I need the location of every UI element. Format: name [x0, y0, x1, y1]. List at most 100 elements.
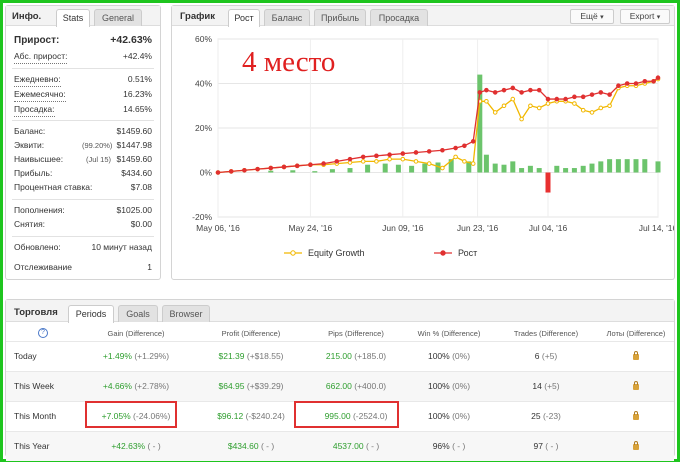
deposits-value: $1025.00 [116, 205, 152, 215]
chart-bar [329, 169, 335, 173]
chart-bar [448, 159, 454, 173]
column-header-gain[interactable]: Gain (Difference) [107, 329, 165, 338]
series-point [242, 167, 247, 173]
chevron-down-icon: ▾ [656, 14, 661, 21]
lock-icon[interactable] [586, 441, 680, 451]
more-button[interactable]: Ещё ▾ [570, 9, 614, 24]
lock-icon[interactable] [586, 381, 680, 391]
cell-pips: 995.00 (-2524.0) [306, 411, 406, 421]
chart-bar [422, 163, 428, 173]
cell-win: 100% (0%) [399, 411, 499, 421]
series-point [321, 161, 326, 166]
deposits-label: Пополнения: [14, 205, 65, 215]
win-value: 100% [427, 381, 453, 391]
tab-drawdown[interactable]: Просадка [370, 9, 428, 26]
column-header-trades[interactable]: Trades (Difference) [513, 329, 579, 338]
series-point [492, 90, 498, 95]
daily-value: 0.51% [127, 74, 152, 84]
chart-bar [655, 161, 661, 173]
chart-bar [395, 164, 401, 173]
info-panel: Инфо. Stats General Прирост: +42.63% Абс… [5, 5, 161, 280]
series-point [528, 87, 533, 93]
divider [12, 236, 154, 237]
chart-bar [624, 159, 630, 173]
chart-bar [466, 161, 472, 173]
series-point [528, 103, 533, 109]
series-point [545, 96, 551, 102]
series-point [572, 101, 577, 106]
cell-win: 100% (0%) [399, 351, 499, 361]
tab-profit[interactable]: Прибыль [314, 9, 366, 26]
pips-value: 4537.00 [332, 441, 366, 451]
chart-bar [589, 163, 595, 173]
column-header-win[interactable]: Win % (Difference) [417, 329, 481, 338]
abs-gain-label: Абс. прирост: [14, 50, 68, 64]
series-point [281, 164, 287, 170]
gain-label: Прирост: [14, 35, 60, 46]
tab-stats[interactable]: Stats [56, 9, 90, 27]
series-point [501, 103, 507, 109]
chart-bar [633, 159, 639, 173]
series-point [426, 161, 432, 166]
win-value: 100% [427, 411, 453, 421]
tab-balance[interactable]: Баланс [264, 9, 310, 26]
series-point [400, 156, 406, 162]
column-header-pips[interactable]: Pips (Difference) [328, 329, 384, 338]
monthly-value: 16.23% [123, 89, 152, 99]
series-point [255, 166, 260, 172]
drawdown-label: Просадка: [14, 103, 55, 117]
chart-tabbar: График Рост Баланс Прибыль Просадка Ещё … [172, 6, 674, 27]
series-point [580, 107, 586, 113]
chart-bar [554, 165, 560, 173]
trading-panel: Торговля Periods Goals Browser ? Gain (D… [5, 299, 675, 461]
series-point [360, 154, 366, 160]
series-point [510, 85, 516, 91]
chart-bar [382, 163, 388, 173]
gain-difference: ( - ) [147, 441, 161, 451]
cell-gain: +7.05% (-24.06%) [86, 411, 186, 421]
x-tick-label: Jul 14, '16 [639, 223, 674, 233]
export-button[interactable]: Export ▾ [620, 9, 670, 24]
withdrawals-value: $0.00 [130, 219, 152, 229]
lock-icon[interactable] [586, 411, 680, 421]
highest-label: Наивысшее: [14, 154, 64, 164]
pips-difference: (+185.0) [354, 351, 387, 361]
pips-value: 662.00 [325, 381, 355, 391]
table-row: Today +1.49% (+1.29%) $21.39 (+$18.55) 215.… [6, 341, 674, 371]
lock-icon[interactable] [586, 351, 680, 361]
tab-growth[interactable]: Рост [228, 9, 260, 27]
column-header-profit[interactable]: Profit (Difference) [221, 329, 281, 338]
profit-value: $434.60 [227, 441, 261, 451]
series-point [387, 152, 392, 157]
cell-trades: 97 ( - ) [496, 441, 596, 451]
series-point [598, 105, 604, 111]
highlight-box-pips [294, 401, 399, 428]
cell-pips: 215.00 (+185.0) [306, 351, 406, 361]
tab-periods[interactable]: Periods [68, 305, 114, 323]
drawdown-row: Просадка: 14.65% [14, 103, 152, 117]
abs-gain-value: +42.4% [122, 51, 152, 61]
series-point [470, 139, 476, 144]
trades-difference: ( - ) [545, 441, 559, 451]
profit-difference: (+$18.55) [246, 351, 284, 361]
series-point [347, 156, 353, 162]
more-button-label: Ещё [580, 11, 598, 21]
gain-value: +1.49% [102, 351, 135, 361]
table-row: This Year +42.63% ( - ) $434.60 ( - ) 4537.… [6, 431, 674, 461]
win-difference: (0%) [452, 411, 471, 421]
series-point [440, 147, 445, 153]
chart-bar [527, 165, 533, 173]
info-icon[interactable]: ? [38, 328, 48, 338]
divider [12, 120, 154, 121]
tab-browser[interactable]: Browser [162, 305, 210, 322]
legend-label: Equity Growth [308, 248, 365, 258]
profit-value: $434.60 [121, 168, 152, 178]
tab-goals[interactable]: Goals [118, 305, 158, 322]
equity-value: $1447.98 [116, 140, 152, 150]
chart-bar [545, 172, 551, 193]
period-label: This Month [14, 411, 57, 421]
column-header-lots[interactable]: Лоты (Difference) [606, 329, 666, 338]
tab-general[interactable]: General [94, 9, 142, 26]
cell-profit: $21.39 (+$18.55) [201, 351, 301, 361]
trading-panel-title: Торговля [14, 307, 58, 318]
